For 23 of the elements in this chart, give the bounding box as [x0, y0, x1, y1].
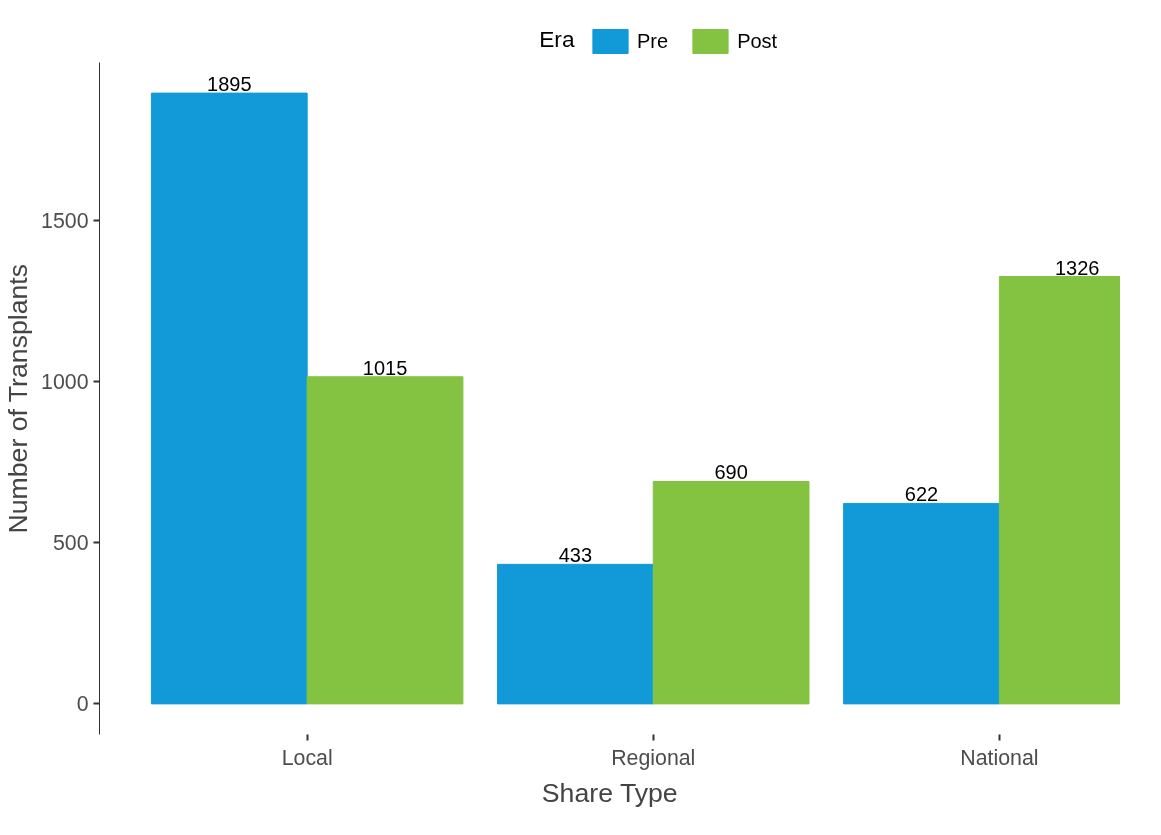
bar [306, 376, 464, 705]
bar [150, 92, 308, 705]
x-tick-label: Local [281, 745, 333, 770]
y-tick-label: 1500 [41, 208, 89, 233]
data-label: 1015 [362, 356, 408, 379]
y-axis-title: Number of Transplants [3, 263, 34, 534]
legend-label: Post [737, 29, 778, 53]
y-tick-label: 1000 [41, 370, 89, 395]
bar [497, 563, 654, 705]
bar [652, 480, 810, 705]
data-label: 622 [904, 483, 939, 506]
x-tick-label: Regional [611, 745, 696, 770]
data-label: 690 [714, 461, 748, 484]
data-label: 1895 [207, 73, 252, 96]
legend-title: Era [539, 25, 575, 52]
data-label: 1326 [1054, 256, 1100, 279]
x-axis-title: Share Type [541, 777, 678, 808]
y-tick-label: 500 [52, 531, 89, 556]
legend-label: Pre [637, 29, 669, 53]
bar [843, 502, 1000, 705]
data-label: 433 [558, 544, 593, 567]
x-tick-label: National [960, 745, 1039, 770]
y-tick-label: 0 [76, 692, 89, 717]
